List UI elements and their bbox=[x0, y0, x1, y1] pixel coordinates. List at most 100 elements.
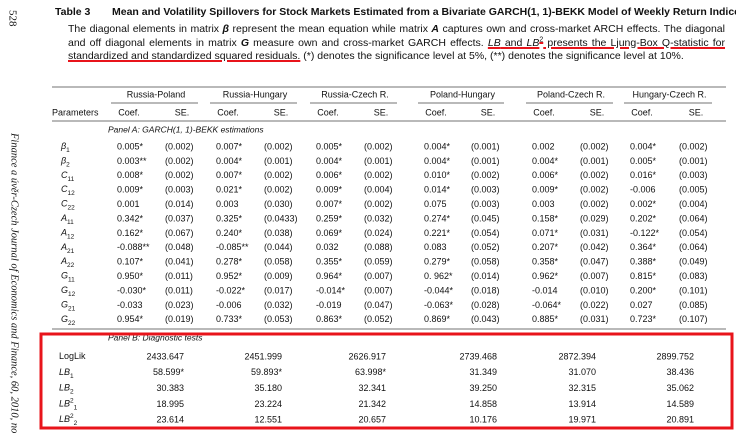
caption-text: (*) denotes the significance level at 5%… bbox=[300, 50, 684, 63]
market-header: Poland-Czech R. bbox=[537, 89, 605, 99]
diagnostic-cell: 20.891 bbox=[666, 415, 694, 425]
se-header: SE. bbox=[481, 107, 496, 117]
row-label: G11 bbox=[61, 271, 75, 283]
coef-cell: 0.221* bbox=[424, 228, 451, 238]
se-cell: (0.085) bbox=[679, 300, 708, 310]
se-cell: (0.002) bbox=[165, 141, 194, 151]
row-symbol: β bbox=[60, 156, 66, 166]
row-symbol: C bbox=[61, 185, 68, 195]
row-subscript: 2 bbox=[70, 388, 74, 395]
row-label: G12 bbox=[61, 285, 76, 297]
coef-cell: -0.044* bbox=[424, 285, 454, 295]
coef-cell: 0.207* bbox=[532, 242, 559, 252]
coef-cell: 0.032 bbox=[316, 242, 339, 252]
diagnostic-cell: 2872.394 bbox=[558, 351, 596, 361]
row-subscript: 1 bbox=[74, 404, 78, 411]
se-cell: (0.031) bbox=[580, 228, 609, 238]
se-cell: (0.059) bbox=[364, 257, 393, 267]
se-cell: (0.054) bbox=[471, 228, 500, 238]
se-cell: (0.031) bbox=[580, 314, 609, 324]
coef-cell: 0.964* bbox=[316, 271, 343, 281]
coef-cell: 0.071* bbox=[532, 228, 559, 238]
se-cell: (0.001) bbox=[264, 156, 293, 166]
se-header: SE. bbox=[590, 107, 605, 117]
caption-text: measure own and cross-market GARCH effec… bbox=[249, 36, 488, 49]
coef-header: Coef. bbox=[533, 107, 555, 117]
se-cell: (0.064) bbox=[679, 242, 708, 252]
coef-cell: 0.952* bbox=[216, 271, 243, 281]
se-cell: (0.029) bbox=[580, 213, 609, 223]
parameters-header: Parameters bbox=[52, 107, 99, 117]
row-subscript: 2 bbox=[74, 420, 78, 427]
se-cell: (0.002) bbox=[165, 156, 194, 166]
coef-cell: -0.019 bbox=[316, 300, 342, 310]
coef-cell: 0.723* bbox=[630, 314, 657, 324]
row-subscript: 22 bbox=[68, 320, 76, 327]
caption-symbol: β bbox=[222, 23, 230, 35]
se-cell: (0.014) bbox=[165, 199, 194, 209]
diagnostic-cell: 2626.917 bbox=[348, 351, 386, 361]
se-cell: (0.017) bbox=[264, 285, 293, 295]
caption-symbol: G bbox=[240, 36, 250, 49]
coef-cell: -0.014* bbox=[316, 285, 346, 295]
row-symbol: β bbox=[60, 141, 66, 151]
caption-superscript: 2 bbox=[539, 36, 544, 44]
row-label: LB22 bbox=[59, 413, 78, 427]
caption-symbol: A bbox=[431, 23, 440, 35]
coef-cell: 0.008* bbox=[117, 170, 144, 180]
diagnostic-cell: 10.176 bbox=[469, 415, 497, 425]
se-cell: (0.067) bbox=[165, 228, 194, 238]
coef-cell: -0.064* bbox=[532, 300, 562, 310]
row-label: G22 bbox=[61, 314, 76, 326]
row-symbol: C bbox=[61, 170, 68, 180]
table-title: Table 3 Mean and Volatility Spillovers f… bbox=[55, 6, 736, 18]
coef-cell: -0.085** bbox=[216, 242, 249, 252]
coef-cell: 0.325* bbox=[216, 213, 243, 223]
coef-cell: 0.158* bbox=[532, 213, 559, 223]
se-cell: (0.044) bbox=[264, 242, 293, 252]
coef-cell: 0.075 bbox=[424, 199, 447, 209]
se-cell: (0.058) bbox=[264, 257, 293, 267]
coef-header: Coef. bbox=[631, 107, 653, 117]
se-cell: (0.083) bbox=[679, 271, 708, 281]
coef-cell: 0.733* bbox=[216, 314, 243, 324]
se-cell: (0.101) bbox=[679, 285, 708, 295]
se-cell: (0.009) bbox=[264, 271, 293, 281]
se-cell: (0.0433) bbox=[264, 213, 298, 223]
caption-text: represent the mean equation while matrix bbox=[229, 23, 432, 35]
diagnostic-cell: 23.224 bbox=[254, 399, 282, 409]
diagnostic-cell: 20.657 bbox=[358, 415, 386, 425]
row-label: C11 bbox=[61, 170, 75, 182]
market-header: Poland-Hungary bbox=[430, 89, 496, 99]
row-superscript: 2 bbox=[70, 397, 74, 404]
row-label: β2 bbox=[60, 156, 70, 168]
se-cell: (0.002) bbox=[580, 141, 609, 151]
diagnostic-cell: 21.342 bbox=[358, 399, 386, 409]
coef-cell: 0.107* bbox=[117, 257, 144, 267]
se-cell: (0.054) bbox=[679, 228, 708, 238]
coef-cell: 0.016* bbox=[630, 170, 657, 180]
se-cell: (0.003) bbox=[471, 185, 500, 195]
se-cell: (0.052) bbox=[364, 314, 393, 324]
row-subscript: 11 bbox=[67, 219, 74, 226]
row-label: LogLik bbox=[59, 351, 86, 361]
row-label: A21 bbox=[60, 242, 75, 254]
caption-text: presents the Ljung-Box Q-statistic for s… bbox=[68, 36, 725, 63]
diagnostic-cell: 12.551 bbox=[254, 415, 282, 425]
se-cell: (0.053) bbox=[264, 314, 293, 324]
coef-cell: -0.122* bbox=[630, 228, 660, 238]
diagnostic-cell: 2451.999 bbox=[244, 351, 282, 361]
row-label: C22 bbox=[61, 199, 75, 211]
se-header: SE. bbox=[175, 107, 190, 117]
coef-cell: -0.006 bbox=[630, 185, 656, 195]
row-symbol: G bbox=[61, 285, 68, 295]
row-subscript: 12 bbox=[68, 291, 76, 298]
coef-cell: -0.006 bbox=[216, 300, 242, 310]
market-header: Russia-Poland bbox=[127, 89, 186, 99]
coef-cell: 0.815* bbox=[630, 271, 657, 281]
se-cell: (0.019) bbox=[165, 314, 194, 324]
row-label: LB21 bbox=[59, 397, 78, 411]
